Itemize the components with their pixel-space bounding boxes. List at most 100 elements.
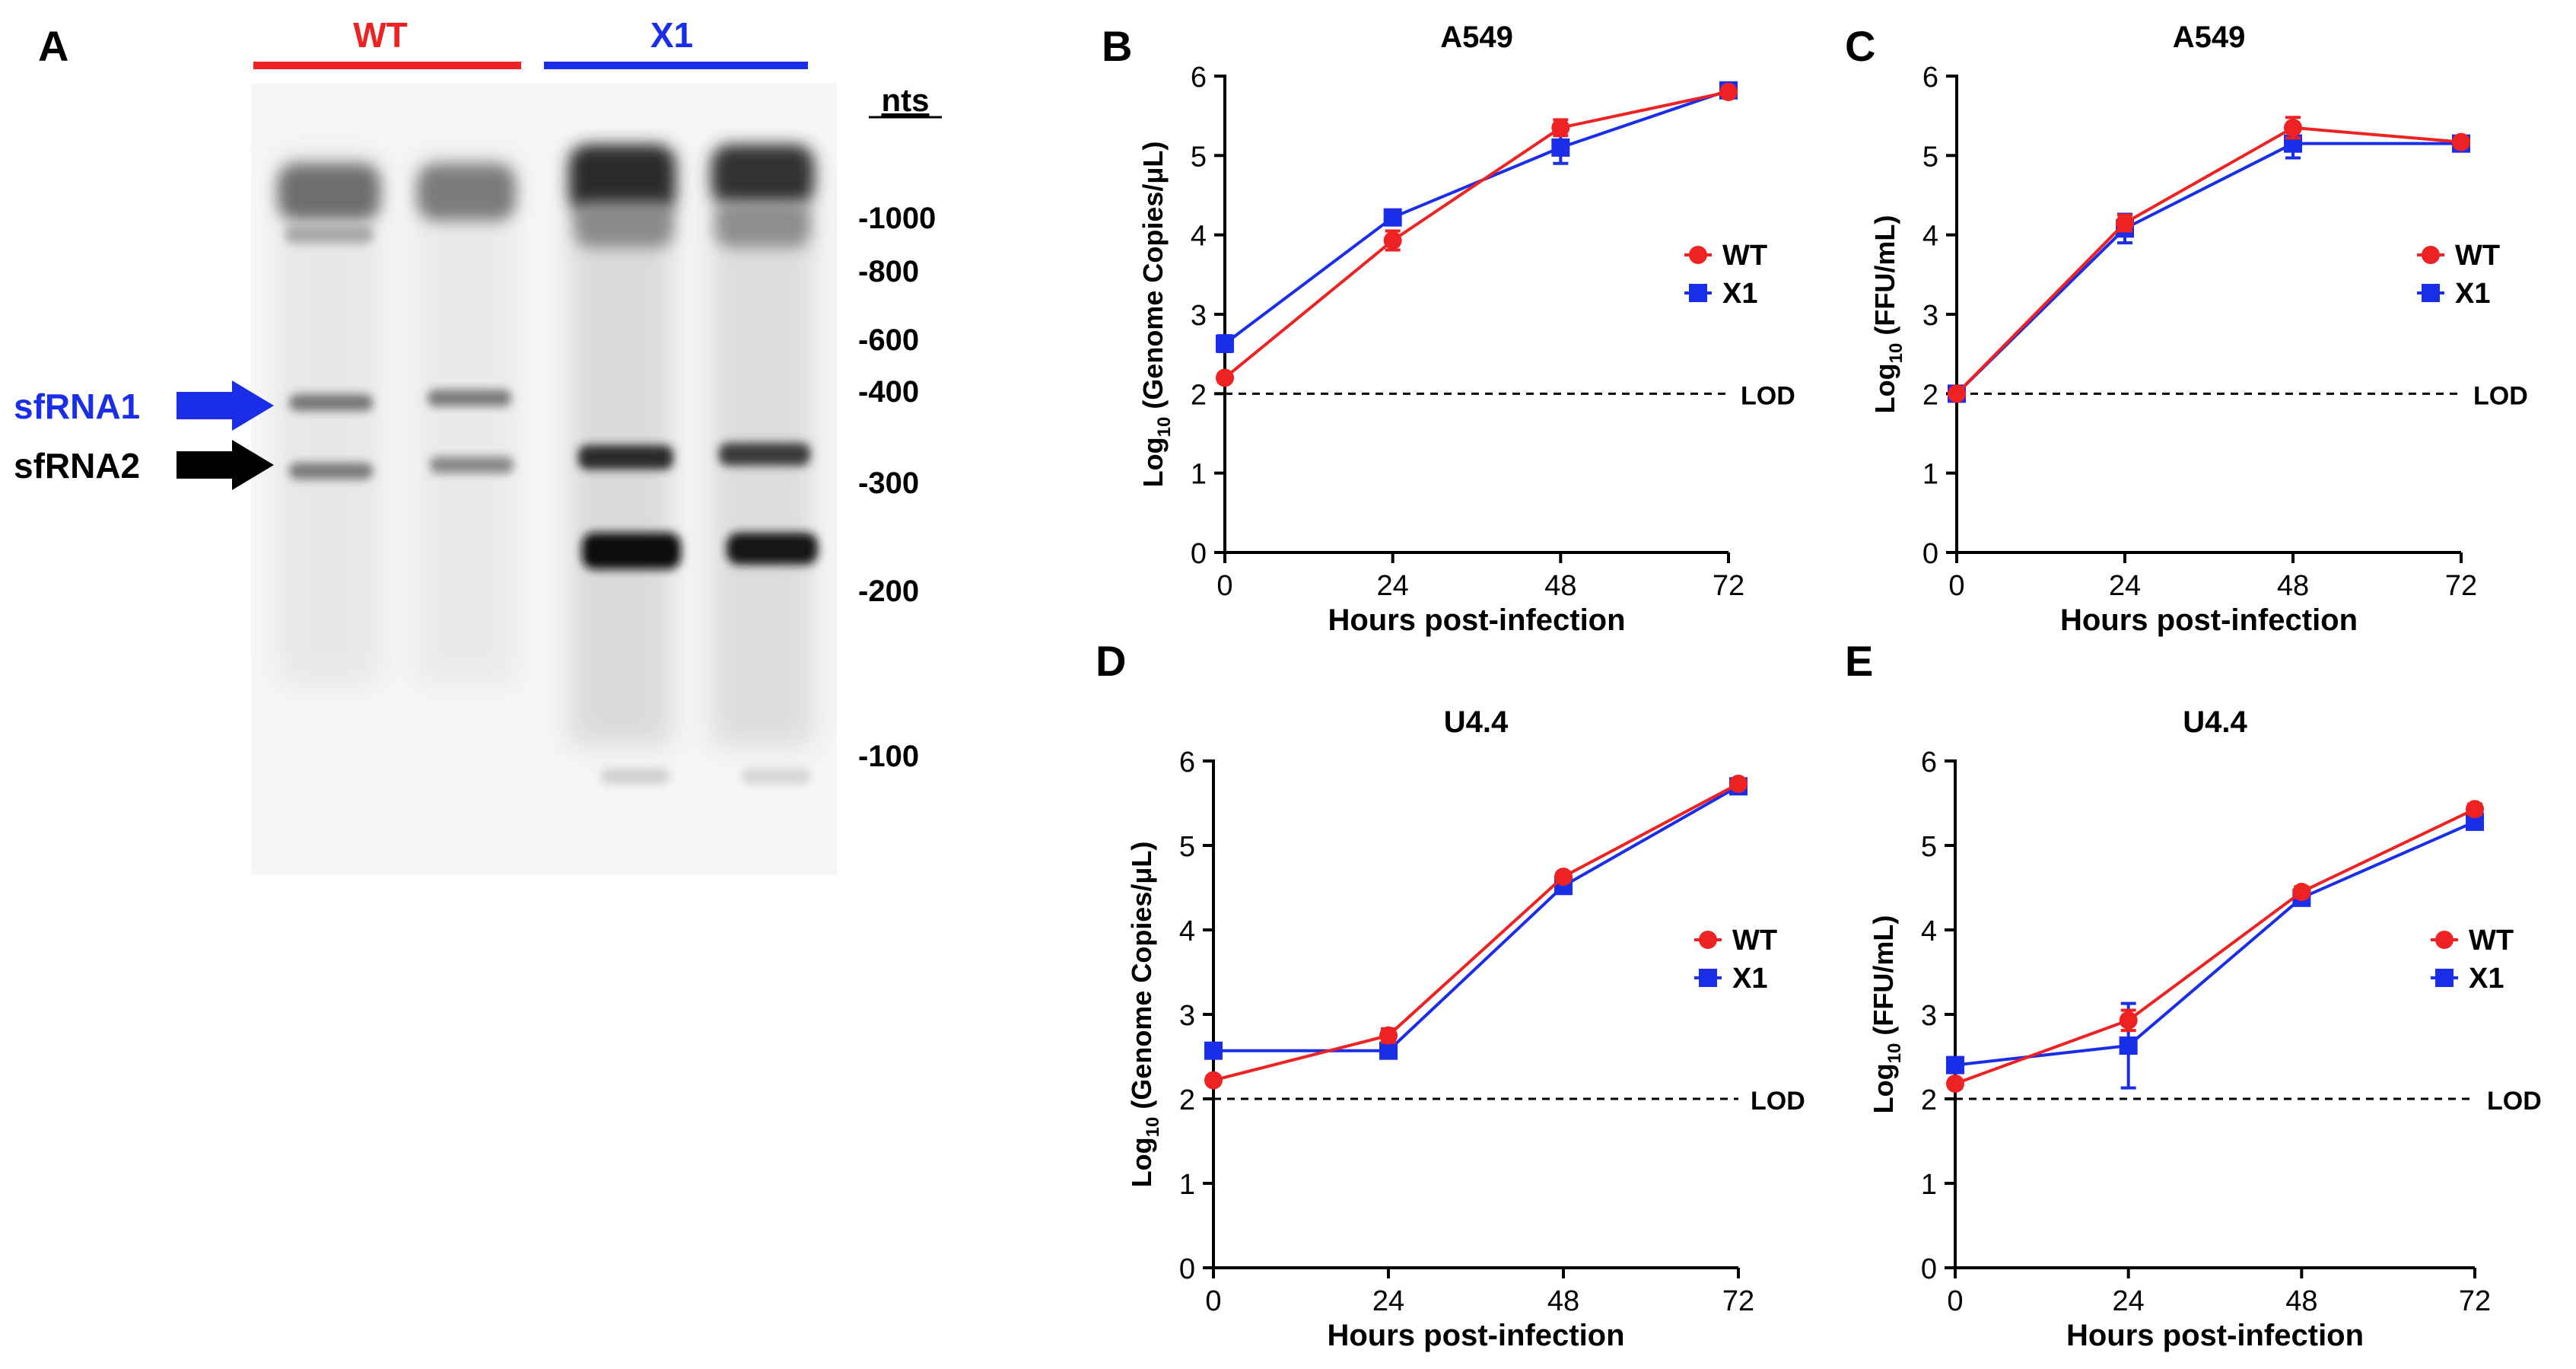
legend-label: WT bbox=[2469, 925, 2514, 957]
x-axis-label: Hours post-infection bbox=[1327, 1319, 1624, 1352]
x-tick-label: 0 bbox=[1948, 570, 1964, 602]
data-point bbox=[2119, 1036, 2138, 1055]
chart-panel-d: D U4.4 0 1 2 3 4 5 6 0 24 48 72 Hours post-infection L… bbox=[1096, 637, 1805, 1352]
legend-item: WT bbox=[1694, 925, 1777, 957]
y-tick-label: 5 bbox=[1922, 141, 1938, 173]
arrow-sfrna2-icon bbox=[177, 440, 274, 490]
band-sfrna2-lane1 bbox=[289, 463, 373, 479]
lod-label: LOD bbox=[2473, 381, 2528, 410]
band-sfrna2-lane2 bbox=[430, 457, 514, 473]
x-tick-label: 0 bbox=[1216, 570, 1232, 602]
data-point bbox=[1216, 368, 1234, 387]
y-tick-label: 3 bbox=[1191, 300, 1207, 332]
size-marker: -100 bbox=[858, 740, 919, 773]
data-point bbox=[1383, 231, 1402, 250]
size-header: nts bbox=[882, 82, 930, 118]
y-axis-label: Log10 (Genome Copies/μL) bbox=[1137, 142, 1175, 488]
lane-smear-2 bbox=[415, 152, 517, 685]
band-faint-lane3 bbox=[601, 769, 669, 784]
band-genomic-1 bbox=[278, 164, 380, 221]
data-point bbox=[1946, 1075, 1964, 1094]
y-tick-label: 5 bbox=[1921, 831, 1937, 863]
x-tick-label: 72 bbox=[2459, 1285, 2491, 1317]
data-point bbox=[2284, 118, 2302, 137]
band-genomic-4 bbox=[711, 145, 814, 205]
x-tick-label: 0 bbox=[1947, 1285, 1963, 1317]
series-line bbox=[1223, 88, 1729, 345]
x-tick-label: 48 bbox=[1544, 570, 1576, 602]
series-line bbox=[1954, 807, 2476, 1085]
panel-label: C bbox=[1845, 22, 1875, 70]
y-tick-label: 4 bbox=[1922, 221, 1938, 253]
y-tick-label: 3 bbox=[1179, 1000, 1195, 1032]
series-x1 bbox=[1216, 81, 1738, 354]
lod-label: LOD bbox=[1751, 1087, 1805, 1116]
y-tick-label: 0 bbox=[1922, 538, 1938, 570]
legend-label: WT bbox=[2455, 240, 2500, 272]
y-tick-label: 1 bbox=[1191, 459, 1207, 491]
group-label-wt: WT bbox=[353, 15, 408, 55]
legend-marker bbox=[2422, 246, 2440, 264]
data-point bbox=[1204, 1041, 1223, 1060]
legend-item: WT bbox=[2431, 925, 2514, 957]
band-sfrna2-lane3 bbox=[578, 445, 673, 470]
chart-title: A549 bbox=[2173, 21, 2246, 54]
chart-panel-b: B A549 0 1 2 3 4 5 6 0 24 48 72 Hours post-infection L… bbox=[1102, 21, 1795, 637]
data-point bbox=[1554, 868, 1573, 887]
panel-label: B bbox=[1102, 22, 1132, 70]
chart-title: A549 bbox=[1440, 21, 1513, 54]
y-tick-label: 2 bbox=[1191, 379, 1207, 411]
band-small-lane4 bbox=[727, 533, 818, 565]
legend-label: X1 bbox=[1732, 963, 1767, 995]
band-sfrna2-lane4 bbox=[719, 443, 810, 466]
blot-bands bbox=[278, 145, 818, 784]
legend-marker bbox=[1689, 246, 1707, 264]
y-tick-label: 1 bbox=[1179, 1169, 1195, 1201]
y-tick-label: 1 bbox=[1922, 459, 1938, 491]
y-tick-label: 4 bbox=[1191, 221, 1207, 253]
y-tick-label: 3 bbox=[1921, 1000, 1937, 1032]
legend-marker bbox=[1699, 969, 1717, 987]
data-point bbox=[1383, 208, 1402, 227]
y-tick-label: 2 bbox=[1179, 1084, 1195, 1116]
band-faint-lane4 bbox=[742, 769, 810, 784]
data-point bbox=[1551, 118, 1570, 137]
data-point bbox=[2452, 132, 2470, 151]
arrow-sfrna1-icon bbox=[177, 380, 274, 431]
band-genomic-3b bbox=[574, 202, 673, 247]
series-x1 bbox=[1204, 777, 1748, 1060]
data-point bbox=[1719, 82, 1738, 101]
panel-label-a: A bbox=[38, 22, 68, 70]
legend-label: X1 bbox=[1722, 278, 1757, 310]
legend-item: WT bbox=[2417, 240, 2500, 272]
legend-label: WT bbox=[1732, 925, 1777, 957]
series-wt bbox=[1946, 800, 2484, 1094]
series-line bbox=[1954, 820, 2476, 1067]
band-genomic-2 bbox=[417, 164, 516, 221]
band-label-sfrna2: sfRNA2 bbox=[14, 446, 140, 486]
y-tick-label: 6 bbox=[1922, 62, 1938, 94]
y-tick-label: 5 bbox=[1191, 141, 1207, 173]
y-tick-label: 6 bbox=[1191, 62, 1207, 94]
legend-label: WT bbox=[1722, 240, 1767, 272]
data-point bbox=[1729, 774, 1748, 793]
legend-label: X1 bbox=[2469, 963, 2504, 995]
y-axis-label: Log10 (FFU/mL) bbox=[1869, 215, 1907, 414]
x-tick-label: 48 bbox=[2277, 570, 2309, 602]
chart-panel-c: C A549 0 1 2 3 4 5 6 0 24 48 72 Hours post-infection L… bbox=[1845, 21, 2528, 637]
series-line bbox=[1955, 142, 2461, 395]
x-tick-label: 24 bbox=[2109, 570, 2141, 602]
legend-marker bbox=[1689, 284, 1707, 302]
panel-label: D bbox=[1096, 637, 1126, 685]
chart-title: U4.4 bbox=[1444, 705, 1509, 739]
band-faint-1 bbox=[285, 224, 373, 244]
legend-item: WT bbox=[1684, 240, 1767, 272]
data-point bbox=[2466, 800, 2484, 819]
x-axis-label: Hours post-infection bbox=[1328, 603, 1625, 637]
lod-label: LOD bbox=[1741, 381, 1795, 410]
x-tick-label: 72 bbox=[2445, 570, 2477, 602]
data-point bbox=[1379, 1026, 1398, 1045]
y-tick-label: 0 bbox=[1179, 1253, 1195, 1285]
y-tick-label: 4 bbox=[1179, 915, 1195, 947]
